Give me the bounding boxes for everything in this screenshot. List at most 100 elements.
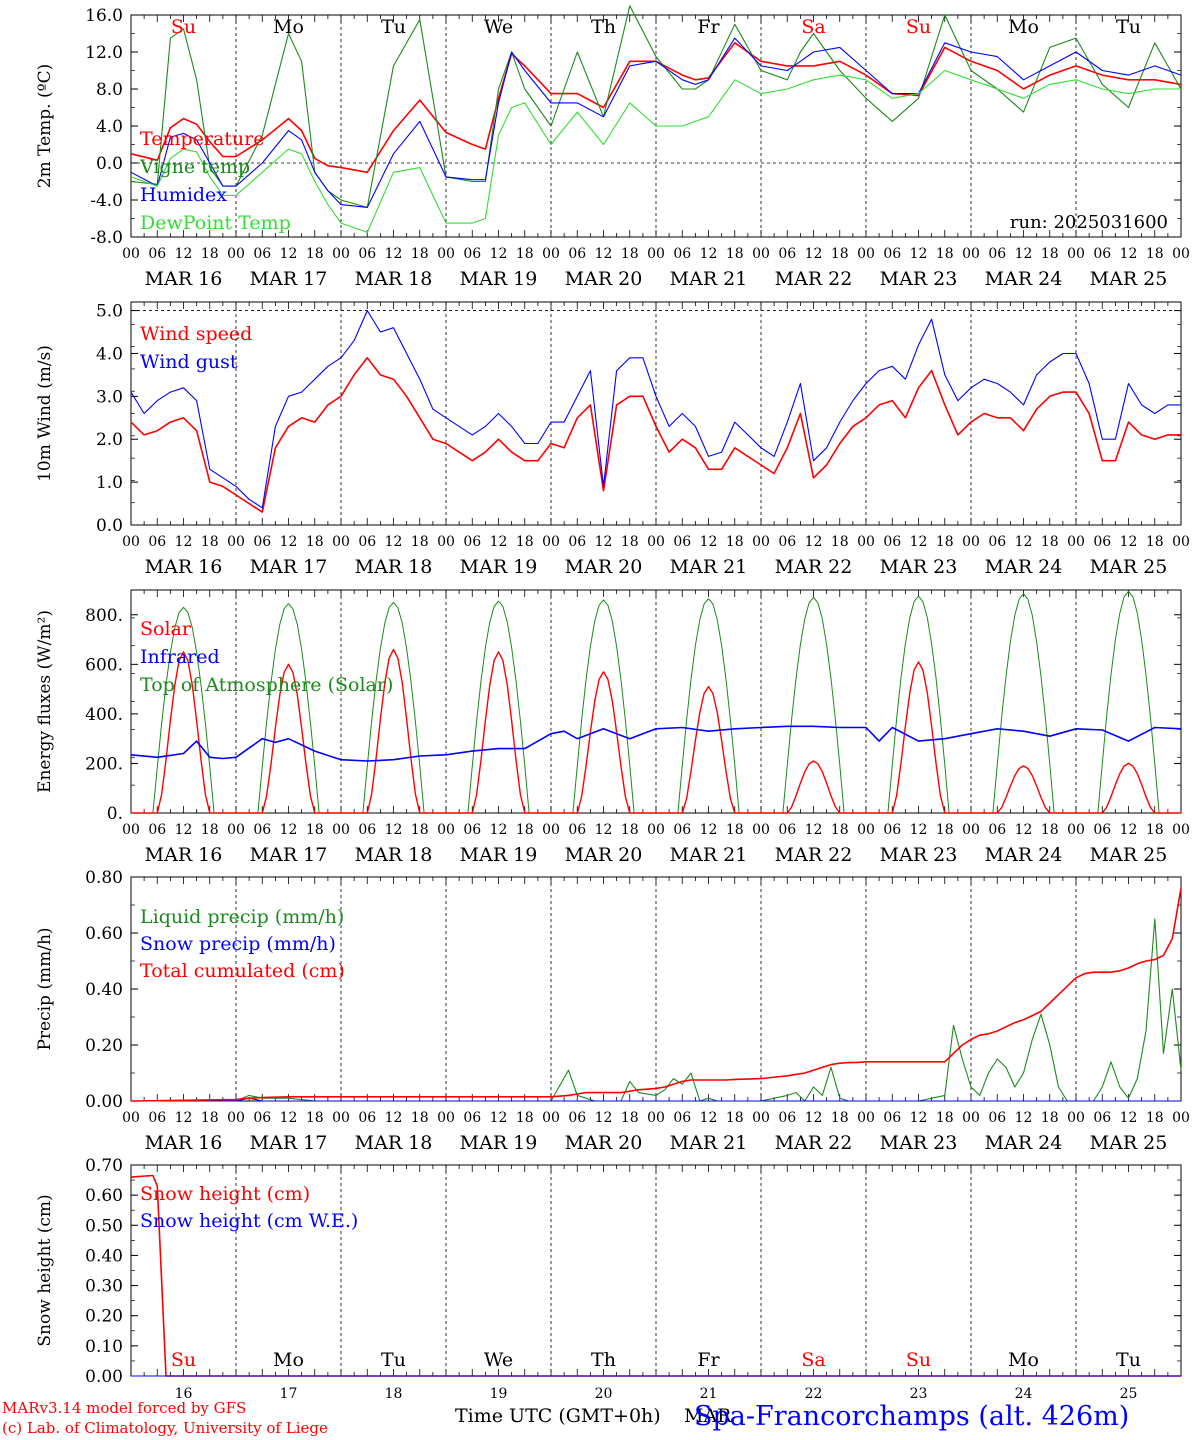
- hour-tick-label: 12: [1015, 1110, 1033, 1126]
- hour-tick-label: 00: [857, 246, 875, 262]
- weekday-bottom-label: Su: [171, 1349, 196, 1371]
- hour-tick-label: 00: [437, 534, 455, 550]
- hour-tick-label: 06: [778, 1110, 796, 1126]
- y-tick-label: 3.0: [96, 387, 123, 407]
- hour-tick-label: 00: [752, 822, 770, 838]
- date-label: MAR 23: [880, 556, 958, 578]
- weekday-bottom-label: Th: [591, 1349, 616, 1371]
- weekday-bottom-label: Tu: [381, 1349, 406, 1371]
- date-label: MAR 23: [880, 1132, 958, 1154]
- y-tick-label: 0.: [107, 804, 123, 824]
- hour-tick-label: 00: [227, 1110, 245, 1126]
- date-label: MAR 22: [775, 268, 853, 290]
- hour-tick-label: 06: [568, 246, 586, 262]
- hour-tick-label: 00: [437, 246, 455, 262]
- day-number-label: 22: [805, 1386, 823, 1402]
- legend-snow-height-cm-: Snow height (cm): [140, 1183, 310, 1205]
- date-label: MAR 20: [565, 1132, 643, 1154]
- hour-tick-label: 00: [332, 1110, 350, 1126]
- legend-snow-precip-mm-h-: Snow precip (mm/h): [140, 933, 336, 955]
- hour-tick-label: 00: [962, 1110, 980, 1126]
- hour-tick-label: 06: [358, 1110, 376, 1126]
- y-tick-label: 1.0: [96, 473, 123, 493]
- hour-tick-label: 18: [726, 822, 744, 838]
- hour-tick-label: 18: [831, 1110, 849, 1126]
- weekday-top-label: Mo: [1008, 16, 1039, 38]
- weekday-bottom-label: We: [484, 1349, 513, 1371]
- y-tick-label: 400.: [85, 705, 123, 725]
- y-axis-label: Energy fluxes (W/m²): [35, 610, 55, 793]
- legend-liquid-precip-mm-h-: Liquid precip (mm/h): [140, 906, 344, 928]
- hour-tick-label: 18: [306, 534, 324, 550]
- legend-total-cumulated-cm-: Total cumulated (cm): [140, 960, 345, 982]
- legend-snow-height-cm-w-e-: Snow height (cm W.E.): [140, 1210, 358, 1232]
- lab-credit: (c) Lab. of Climatology, University of L…: [2, 1419, 328, 1437]
- hour-tick-label: 06: [988, 534, 1006, 550]
- hour-tick-label: 06: [358, 246, 376, 262]
- legend-solar: Solar: [140, 618, 192, 640]
- date-label: MAR 22: [775, 1132, 853, 1154]
- day-number-label: 20: [595, 1386, 613, 1402]
- hour-tick-label: 00: [542, 246, 560, 262]
- hour-tick-label: 06: [778, 246, 796, 262]
- y-tick-label: 0.0: [96, 154, 123, 174]
- hour-tick-label: 12: [700, 1110, 718, 1126]
- hour-tick-label: 12: [595, 534, 613, 550]
- hour-tick-label: 18: [1146, 534, 1164, 550]
- date-label: MAR 22: [775, 844, 853, 866]
- date-label: MAR 18: [355, 556, 433, 578]
- hour-tick-label: 18: [306, 1110, 324, 1126]
- hour-tick-label: 18: [1146, 822, 1164, 838]
- date-label: MAR 24: [985, 268, 1063, 290]
- date-label: MAR 18: [355, 1132, 433, 1154]
- station-label: Spa-Francorchamps (alt. 426m): [694, 1401, 1130, 1432]
- hour-tick-label: 12: [910, 534, 928, 550]
- hour-tick-label: 18: [936, 534, 954, 550]
- hour-tick-label: 18: [621, 822, 639, 838]
- y-tick-label: 600.: [85, 655, 123, 675]
- hour-tick-label: 12: [910, 246, 928, 262]
- date-label: MAR 21: [670, 268, 748, 290]
- hour-tick-label: 18: [201, 246, 219, 262]
- hour-tick-label: 18: [411, 822, 429, 838]
- series-line-wind-gust: [130, 310, 1181, 509]
- hour-tick-label: 06: [253, 534, 271, 550]
- hour-tick-label: 12: [805, 1110, 823, 1126]
- series-line-temperature: [130, 41, 1182, 174]
- date-label: MAR 17: [250, 844, 328, 866]
- hour-tick-label: 12: [595, 246, 613, 262]
- hour-tick-label: 06: [673, 822, 691, 838]
- hour-tick-label: 12: [490, 1110, 508, 1126]
- hour-tick-label: 00: [752, 1110, 770, 1126]
- hour-tick-label: 18: [516, 246, 534, 262]
- hour-tick-label: 00: [542, 822, 560, 838]
- y-tick-label: 0.20: [85, 1307, 123, 1327]
- weekday-top-label: Tu: [1116, 16, 1141, 38]
- hour-tick-label: 00: [1172, 822, 1190, 838]
- hour-tick-label: 00: [857, 534, 875, 550]
- date-label: MAR 19: [460, 556, 538, 578]
- hour-tick-label: 06: [1093, 1110, 1111, 1126]
- hour-tick-label: 06: [988, 822, 1006, 838]
- hour-tick-label: 00: [647, 822, 665, 838]
- hour-tick-label: 00: [122, 822, 140, 838]
- y-tick-label: 4.0: [96, 117, 123, 137]
- x-axis-label: Time UTC (GMT+0h): [455, 1405, 661, 1427]
- date-label: MAR 22: [775, 556, 853, 578]
- y-tick-label: 8.0: [96, 80, 123, 100]
- hour-tick-label: 18: [936, 1110, 954, 1126]
- hour-tick-label: 06: [673, 534, 691, 550]
- hour-tick-label: 00: [542, 1110, 560, 1126]
- y-tick-label: -8.0: [90, 228, 123, 248]
- hour-tick-label: 18: [1041, 1110, 1059, 1126]
- series-line-solar: [131, 648, 1181, 814]
- hour-tick-label: 06: [673, 1110, 691, 1126]
- hour-tick-label: 18: [621, 246, 639, 262]
- hour-tick-label: 06: [463, 822, 481, 838]
- hour-tick-label: 12: [490, 822, 508, 838]
- y-axis-label: Snow height (cm): [35, 1194, 55, 1346]
- date-label: MAR 25: [1090, 268, 1168, 290]
- y-tick-label: 0.00: [85, 1367, 123, 1387]
- hour-tick-label: 12: [1015, 246, 1033, 262]
- hour-tick-label: 00: [1067, 246, 1085, 262]
